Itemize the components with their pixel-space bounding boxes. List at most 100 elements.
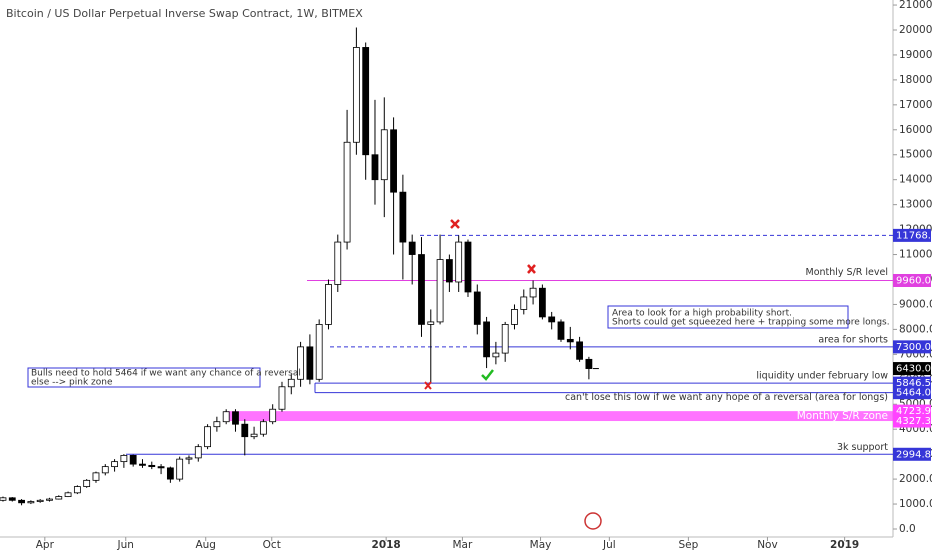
- candle-body: [27, 501, 35, 504]
- y-tick-label: 18000.0: [899, 74, 932, 86]
- x-tick-label: Nov: [757, 539, 778, 550]
- level-box-label: 5846.5: [896, 378, 931, 389]
- level-text: can't lose this low if we want any hope …: [565, 392, 888, 403]
- y-tick-label: 19000.0: [899, 49, 932, 61]
- candle-body: [576, 341, 583, 360]
- last-price-box-label: 6430.0: [896, 364, 931, 375]
- level-text: area for shorts: [818, 334, 888, 345]
- candle-body: [557, 321, 565, 340]
- y-tick-label: 9000.0: [899, 298, 932, 310]
- candle-body: [46, 498, 53, 501]
- level-box-label: 7300.0: [896, 342, 931, 353]
- candle-body: [408, 241, 416, 255]
- x-tick-label: Apr: [36, 539, 55, 550]
- candle-body: [185, 457, 193, 460]
- y-tick-label: 17000.0: [899, 99, 932, 111]
- candle-body: [241, 423, 249, 438]
- candle-body: [111, 461, 118, 468]
- candle-body: [297, 346, 304, 380]
- level-box-label: 5464.0: [896, 388, 931, 399]
- candle-body: [259, 421, 267, 435]
- x-tick-label: Oct: [263, 539, 281, 550]
- candle-body: [250, 433, 258, 438]
- zone-box-label: 4327.3: [896, 416, 931, 427]
- y-tick-label: 20000.0: [899, 24, 932, 36]
- candle-body: [129, 454, 137, 465]
- note-box: [27, 367, 261, 388]
- x-tick-label: Mar: [452, 539, 472, 550]
- candle-body: [148, 464, 156, 468]
- candle-body: [520, 296, 528, 310]
- candle-body: [464, 241, 472, 293]
- candle-body: [436, 259, 444, 323]
- level-box: [893, 386, 931, 400]
- candle-body: [194, 446, 202, 459]
- candle-body: [427, 321, 435, 325]
- x-marker: [450, 219, 460, 229]
- note-text: Bulls need to hold 5464 if we want any c…: [31, 369, 301, 379]
- zone-box: [893, 404, 931, 418]
- candle-body: [92, 472, 100, 481]
- zone-box-label: 4723.9: [896, 406, 931, 417]
- candle-body: [18, 499, 25, 504]
- candle-body: [511, 309, 518, 325]
- level-box: [893, 340, 931, 354]
- check-marker: [481, 369, 494, 381]
- level-box-label: 11768.0: [896, 230, 932, 241]
- level-box: [893, 447, 931, 461]
- candle-body: [120, 454, 128, 463]
- candle-body: [204, 426, 211, 448]
- note-box: [607, 305, 849, 329]
- x-tick-label: Sep: [678, 539, 698, 550]
- candle-body: [352, 47, 360, 143]
- candle-body: [399, 191, 407, 243]
- zone-text: Monthly S/R zone: [797, 410, 888, 422]
- candle-body: [73, 486, 81, 494]
- candle-body: [64, 492, 72, 497]
- level-text: liquidity under february low: [756, 371, 888, 382]
- candle-body: [473, 291, 481, 325]
- candle-body: [380, 129, 388, 181]
- candle-body: [306, 346, 314, 380]
- candle-body: [483, 321, 490, 358]
- candle-body: [157, 466, 165, 469]
- candle-body: [455, 241, 463, 283]
- candle-body: [343, 141, 351, 243]
- candle-body: [213, 421, 221, 428]
- candle-body: [287, 378, 295, 388]
- chart-title: Bitcoin / US Dollar Perpetual Inverse Sw…: [6, 7, 363, 20]
- note-text: else --> pink zone: [31, 378, 113, 388]
- candle-body: [101, 466, 109, 474]
- y-tick-label: 0.0: [899, 523, 916, 535]
- y-tick-label: 2000.0: [899, 473, 932, 485]
- y-tick-label: 11000.0: [899, 249, 932, 261]
- candle-body: [0, 497, 7, 501]
- last-price-box: [893, 362, 931, 376]
- candle-body: [334, 241, 342, 285]
- candle-body: [232, 411, 239, 425]
- note-text: Area to look for a high probability shor…: [612, 309, 792, 319]
- x-tick-label: Jul: [602, 539, 616, 550]
- level-box: [893, 273, 931, 287]
- y-tick-label: 21000.0: [899, 0, 932, 11]
- level-box: [893, 228, 931, 242]
- level-text: Monthly S/R level: [806, 267, 889, 278]
- y-tick-label: 1000.0: [899, 498, 932, 510]
- candle-body: [371, 154, 379, 181]
- candle-body: [501, 324, 509, 354]
- note-text: Shorts could get squeezed here + trappin…: [612, 318, 890, 328]
- y-tick-label: 15000.0: [899, 149, 932, 161]
- y-tick-label: 16000.0: [899, 124, 932, 136]
- candle-body: [139, 463, 146, 466]
- candle-body: [269, 408, 277, 423]
- x-marker: [424, 381, 432, 390]
- candle-body: [278, 386, 286, 410]
- x-tick-label: 2019: [830, 539, 859, 550]
- candle-body: [36, 499, 44, 502]
- x-tick-label: Aug: [195, 539, 216, 550]
- logo: [584, 512, 602, 530]
- candle-body: [362, 47, 370, 156]
- candle-body: [176, 458, 184, 480]
